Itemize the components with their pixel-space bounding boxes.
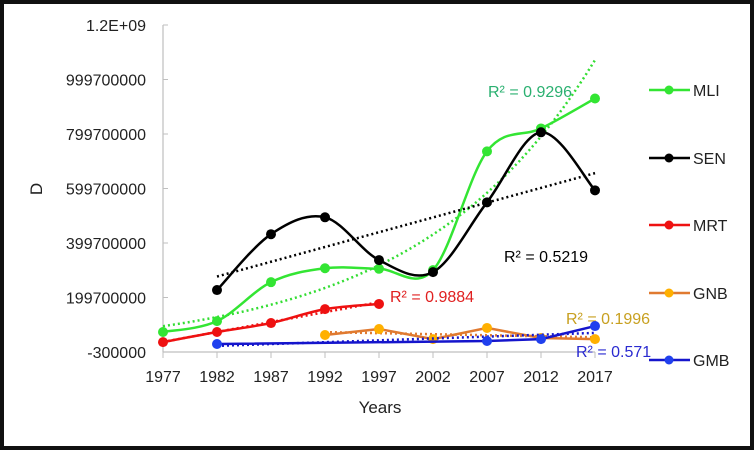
gmb-point xyxy=(590,321,600,332)
mli-point xyxy=(320,263,330,274)
legend-label-sen: SEN xyxy=(693,151,726,168)
sen-point xyxy=(374,255,384,266)
legend-marker-sen xyxy=(664,153,674,163)
mrt-point xyxy=(374,298,384,309)
mrt-point xyxy=(158,337,168,348)
legend-label-gnb: GNB xyxy=(693,286,728,303)
sen-point xyxy=(590,185,600,196)
mli-point xyxy=(374,263,384,274)
mli-point xyxy=(212,316,222,327)
sen-point xyxy=(482,197,492,208)
y-tick-label: 1.2E+09 xyxy=(86,18,146,35)
gmb-point xyxy=(482,336,492,347)
mli-point xyxy=(590,93,600,104)
mrt-point xyxy=(320,304,330,315)
sen-point xyxy=(266,229,276,240)
legend-label-mrt: MRT xyxy=(693,218,728,235)
x-tick-label: 1982 xyxy=(199,369,235,386)
sen-point xyxy=(428,267,438,278)
gmb-trendline xyxy=(216,331,596,348)
x-tick-label: 2012 xyxy=(523,369,559,386)
mli-r2-label: R² = 0.9296 xyxy=(488,84,572,101)
mli-point xyxy=(482,146,492,157)
legend-marker-gnb xyxy=(664,288,674,298)
legend-marker-mli xyxy=(664,85,674,95)
y-tick-label: 799700000 xyxy=(66,127,146,144)
gmb-point xyxy=(536,334,546,345)
mrt-point xyxy=(266,318,276,329)
gnb-point xyxy=(482,322,492,333)
gnb-r2-label: R² = 0.1996 xyxy=(566,311,650,328)
sen-point xyxy=(536,127,546,138)
gmb-point xyxy=(212,339,222,350)
sen-line xyxy=(216,131,596,291)
gnb-point xyxy=(590,334,600,345)
gnb-point xyxy=(374,324,384,335)
sen-point xyxy=(320,212,330,223)
mli-point xyxy=(266,277,276,288)
y-tick-label: 399700000 xyxy=(66,236,146,253)
legend-label-mli: MLI xyxy=(693,83,720,100)
x-tick-label: 2007 xyxy=(469,369,505,386)
x-tick-label: 2002 xyxy=(415,369,451,386)
x-tick-label: 1992 xyxy=(307,369,343,386)
x-tick-label: 1997 xyxy=(361,369,397,386)
legend-label-gmb: GMB xyxy=(693,353,729,370)
sen-r2-label: R² = 0.5219 xyxy=(504,249,588,266)
legend-marker-mrt xyxy=(664,220,674,230)
gnb-point xyxy=(320,330,330,341)
x-tick-label: 2017 xyxy=(577,369,613,386)
y-tick-label: -300000 xyxy=(87,345,146,362)
y-tick-label: 199700000 xyxy=(66,291,146,308)
y-tick-label: 599700000 xyxy=(66,182,146,199)
sen-point xyxy=(212,285,222,296)
legend-marker-gmb xyxy=(664,355,674,365)
x-axis-title: Years xyxy=(359,398,402,417)
mli-point xyxy=(158,327,168,338)
gmb-r2-label: R² = 0.571 xyxy=(576,344,651,361)
gmb-line xyxy=(216,324,596,346)
mrt-r2-label: R² = 0.9884 xyxy=(390,289,474,306)
mli-line xyxy=(162,97,596,334)
x-tick-label: 1977 xyxy=(145,369,181,386)
y-axis-title: D xyxy=(27,183,46,195)
sen-trendline xyxy=(216,171,596,278)
x-tick-label: 1987 xyxy=(253,369,289,386)
y-tick-label: 999700000 xyxy=(66,73,146,90)
mrt-point xyxy=(212,327,222,338)
